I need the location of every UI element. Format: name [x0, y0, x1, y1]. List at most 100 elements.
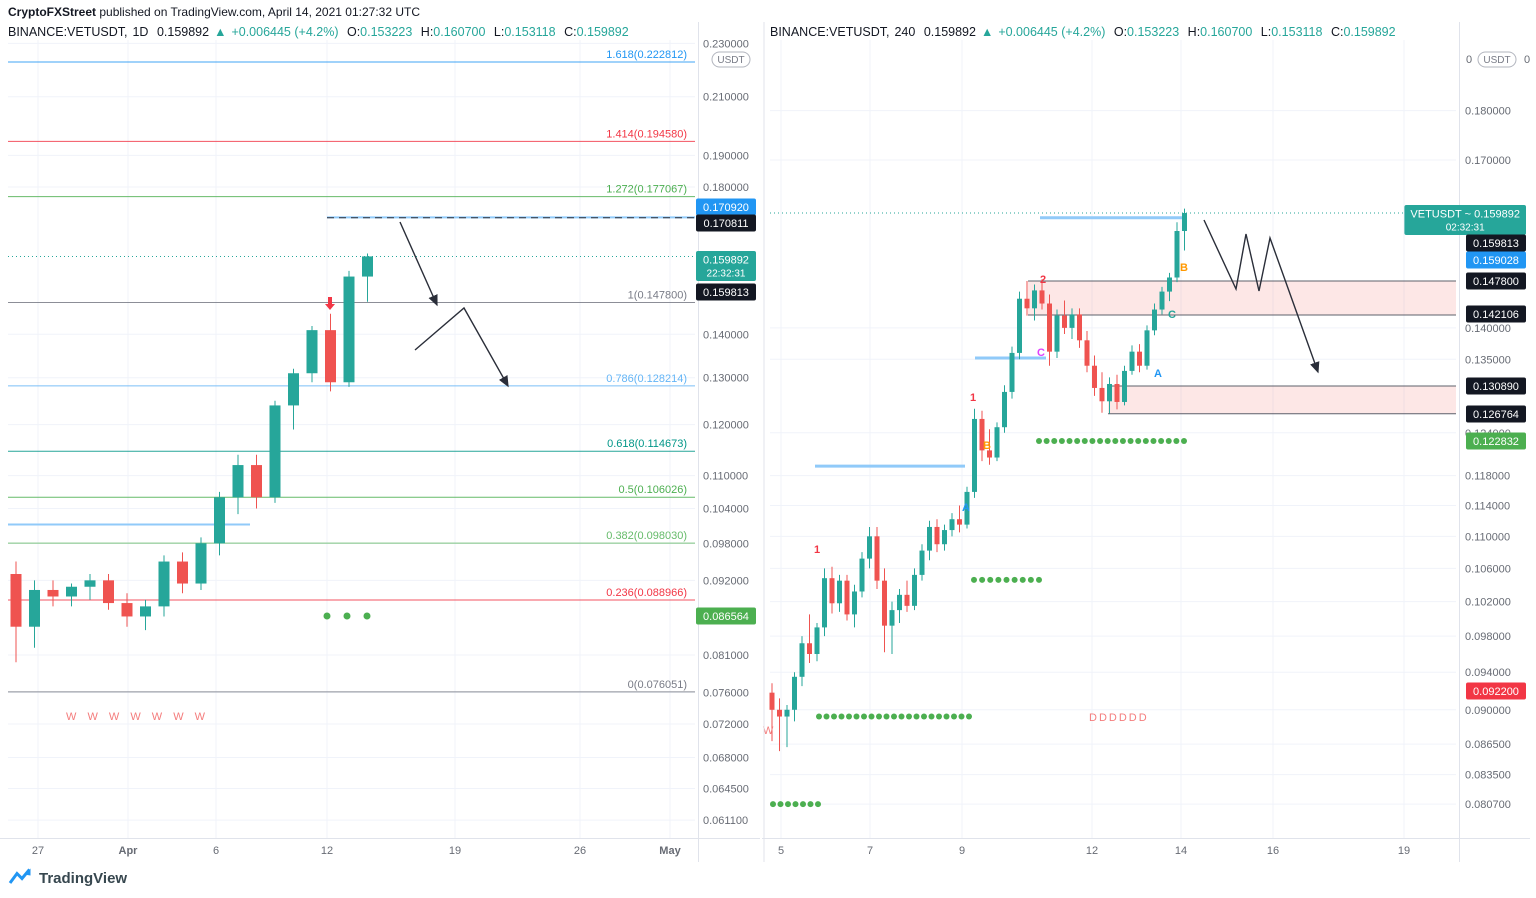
- signal-dot: [343, 612, 351, 620]
- arrow-down-marker[interactable]: [325, 297, 335, 310]
- publisher-name: CryptoFXStreet: [8, 5, 97, 19]
- price-label-badge: [696, 251, 756, 281]
- price-tick: 0.061100: [703, 815, 748, 827]
- signal-dot: [1158, 437, 1165, 444]
- signal-dot: [1165, 437, 1172, 444]
- price-tick: 0.068000: [703, 752, 749, 764]
- time-tick: 12: [1086, 845, 1098, 857]
- drawn-arrow[interactable]: [414, 306, 509, 388]
- interval-label[interactable]: 1D: [132, 25, 149, 39]
- price-tick: 0.086500: [1465, 739, 1511, 751]
- signal-dot: [1135, 437, 1142, 444]
- daily-price-axis[interactable]: 0.230000 0.210000 0.190000 0.180000 0.140000…: [703, 38, 749, 827]
- price-tick: 0.130000: [703, 373, 749, 385]
- tradingview-watermark[interactable]: TradingView: [8, 866, 127, 890]
- wave-label[interactable]: 1: [814, 544, 820, 556]
- time-tick: 5: [778, 845, 784, 857]
- low-value: 0.153118: [504, 25, 556, 39]
- high-label: H:: [1187, 25, 1201, 39]
- h4-time-axis[interactable]: 5 7 9 12 14 16 19: [778, 845, 1410, 857]
- price-tick: 0.090000: [1465, 705, 1511, 717]
- wave-label[interactable]: B: [1180, 262, 1188, 274]
- symbol-name[interactable]: BINANCE:VETUSDT,: [8, 25, 128, 39]
- price-tick: 0.094000: [1465, 667, 1511, 679]
- signal-dot: [861, 713, 867, 720]
- interval-label[interactable]: 240: [894, 25, 916, 39]
- price-label-badge: [1466, 405, 1526, 423]
- price-label-badge: [696, 198, 756, 216]
- fib-level-label: 0.5(0.106026): [619, 484, 688, 496]
- wave-label[interactable]: B: [983, 440, 991, 452]
- close-label: C:: [1330, 25, 1344, 39]
- price-label-text: 0.170811: [703, 218, 748, 230]
- drawn-arrow[interactable]: [1203, 219, 1320, 374]
- price-label-badge: [1466, 377, 1526, 395]
- axis-extra-label: 0: [1524, 54, 1530, 66]
- price-tick: 0.092000: [703, 575, 749, 587]
- price-tick: 0.190000: [703, 150, 749, 162]
- supply-zone[interactable]: [1108, 386, 1456, 414]
- daily-time-axis[interactable]: 27 Apr 6 12 19 26 May: [32, 845, 682, 857]
- fib-level-label: 0(0.076051): [628, 679, 687, 691]
- price-label-text: 0.126764: [1473, 409, 1519, 421]
- price-tick: 0.098000: [703, 538, 749, 550]
- open-label: O:: [1113, 25, 1128, 39]
- signal-dot: [770, 801, 776, 808]
- signal-dot: [913, 713, 920, 720]
- price-tick: 0.120000: [703, 420, 749, 432]
- wave-label[interactable]: C: [1168, 309, 1176, 321]
- signal-dot: [1112, 437, 1119, 444]
- signal-dot: [846, 713, 852, 720]
- time-tick: 9: [959, 845, 965, 857]
- chart-annotation-text: W W W W W W W: [66, 711, 209, 723]
- wave-label[interactable]: 2: [1040, 274, 1046, 286]
- price-label-text: 22:32:31: [707, 269, 746, 280]
- signal-dot: [1097, 437, 1104, 444]
- price-tick: 0.210000: [703, 92, 749, 104]
- h4-chart-pane[interactable]: W DDDDDD 1 A 1 B C 2 A C B 0.180000 0.170000 0.140000…: [762, 22, 1530, 862]
- currency-label: USDT: [717, 55, 744, 66]
- chart-annotation-text: W: [763, 725, 774, 737]
- price-label-text: 0.130890: [1473, 381, 1519, 393]
- signal-dot: [1142, 437, 1149, 444]
- fib-level-label: 1.414(0.194580): [606, 128, 687, 140]
- signal-dot: [1019, 576, 1026, 583]
- symbol-name[interactable]: BINANCE:VETUSDT,: [770, 25, 890, 39]
- signal-dot: [807, 801, 814, 808]
- tradingview-logo-icon: [8, 868, 31, 884]
- signal-dot: [816, 713, 822, 720]
- price-tick: 0.110000: [703, 471, 748, 483]
- price-tick: 0.114000: [1465, 500, 1510, 512]
- fib-level-label: 0.618(0.114673): [607, 438, 687, 450]
- price-label-text: 0.159028: [1473, 255, 1519, 267]
- signal-dot: [1181, 437, 1187, 444]
- price-label-badge: [1466, 305, 1526, 323]
- wave-label[interactable]: C: [1037, 347, 1045, 359]
- currency-label: USDT: [1483, 55, 1510, 66]
- price-label-badge: [696, 214, 756, 232]
- price-tick: 0.081000: [703, 650, 749, 662]
- price-label-badge: [1466, 234, 1526, 252]
- wave-label[interactable]: A: [1154, 368, 1162, 380]
- price-label-text: 02:32:31: [1446, 223, 1485, 234]
- wave-label[interactable]: A: [962, 502, 970, 514]
- currency-toggle[interactable]: [711, 51, 751, 68]
- h4-grid: [770, 40, 1456, 838]
- wave-label[interactable]: 1: [970, 392, 976, 404]
- fib-level-label: 0.236(0.088966): [606, 587, 687, 599]
- price-label-badge: [1404, 205, 1526, 235]
- drawn-arrow[interactable]: [399, 221, 438, 307]
- time-tick: 19: [449, 845, 461, 857]
- signal-dot: [1003, 576, 1010, 583]
- signal-dot: [1104, 437, 1111, 444]
- daily-candles: [10, 253, 373, 663]
- time-tick: 27: [32, 845, 44, 857]
- currency-toggle[interactable]: [1477, 51, 1517, 68]
- supply-zone[interactable]: [1028, 281, 1456, 315]
- price-label-text: 0.142106: [1473, 309, 1519, 321]
- price-label-badge: [1466, 251, 1526, 269]
- daily-chart-pane[interactable]: 1.618(0.222812) 1.414(0.194580) 1.272(0.17…: [0, 22, 760, 862]
- time-tick: May: [659, 845, 681, 857]
- price-tick: 0.140000: [1465, 323, 1511, 335]
